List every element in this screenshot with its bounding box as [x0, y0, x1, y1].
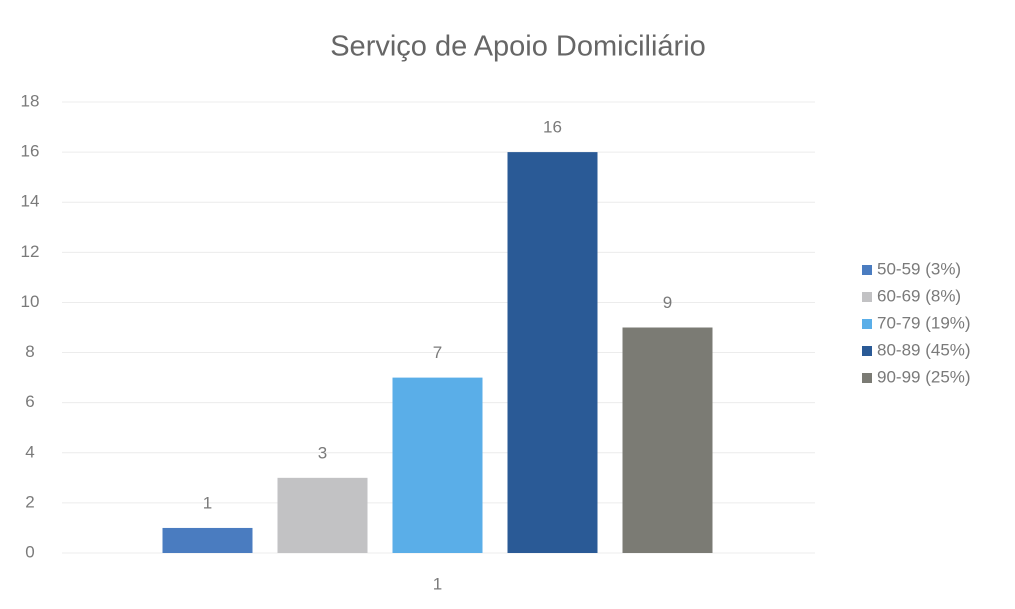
legend-label: 60-69 (8%) — [877, 286, 961, 305]
bar — [507, 152, 598, 553]
legend-swatch — [862, 373, 872, 383]
legend-swatch — [862, 346, 872, 356]
chart-title: Serviço de Apoio Domiciliário — [330, 31, 706, 63]
y-tick-label: 6 — [25, 392, 34, 411]
y-tick-label: 18 — [21, 91, 40, 110]
legend-label: 70-79 (19%) — [877, 313, 971, 332]
legend-swatch — [862, 319, 872, 329]
bar — [162, 527, 253, 553]
data-label: 9 — [663, 293, 672, 312]
y-tick-label: 10 — [21, 292, 40, 311]
data-label: 3 — [318, 443, 327, 462]
y-tick-label: 2 — [25, 492, 34, 511]
x-tick-label: 1 — [433, 574, 442, 593]
y-tick-label: 8 — [25, 342, 34, 361]
legend-label: 80-89 (45%) — [877, 340, 971, 359]
y-tick-label: 16 — [21, 142, 40, 161]
legend-label: 90-99 (25%) — [877, 367, 971, 386]
data-label: 16 — [543, 118, 562, 137]
data-label: 1 — [203, 493, 212, 512]
y-tick-label: 14 — [21, 192, 40, 211]
bar — [622, 327, 713, 553]
y-tick-label: 12 — [21, 242, 40, 261]
y-tick-label: 4 — [25, 442, 34, 461]
legend-swatch — [862, 292, 872, 302]
data-label: 7 — [433, 343, 442, 362]
bar — [277, 477, 368, 553]
legend-label: 50-59 (3%) — [877, 259, 961, 278]
legend-swatch — [862, 265, 872, 275]
y-tick-label: 0 — [25, 542, 34, 561]
bar — [392, 377, 483, 553]
